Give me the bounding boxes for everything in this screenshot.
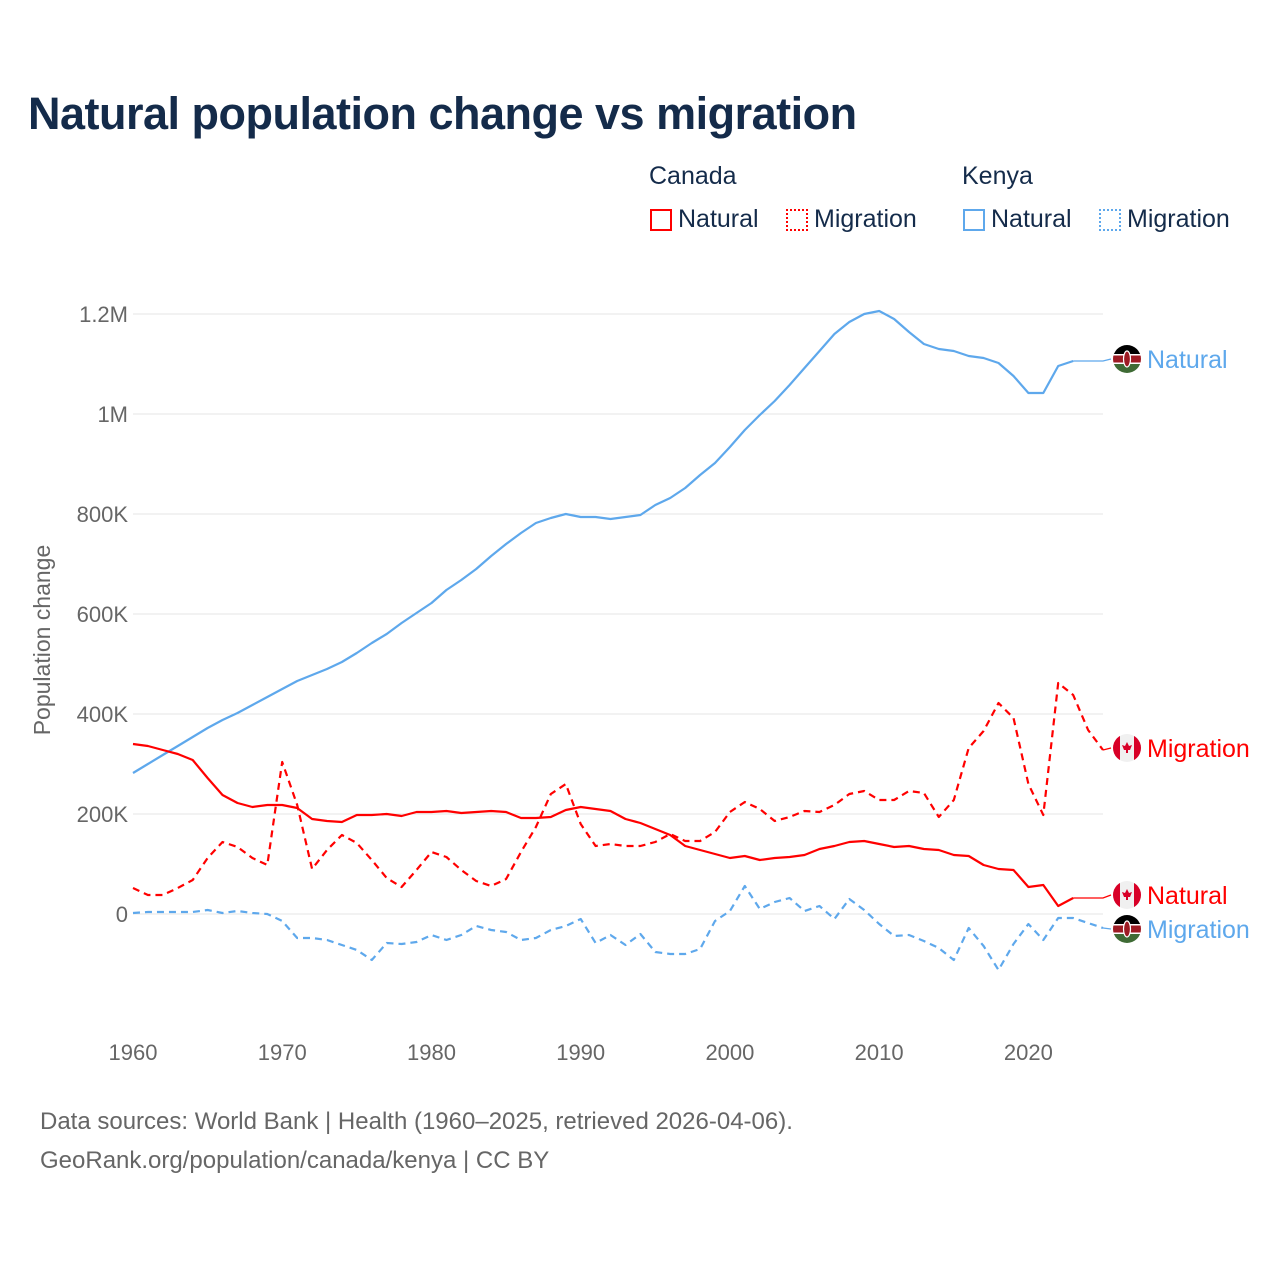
canada-flag-icon	[1113, 881, 1141, 909]
kenya-flag-icon	[1113, 345, 1141, 373]
y-tick-label: 600K	[77, 602, 129, 627]
series-end-label: Natural	[1147, 882, 1228, 910]
legend-swatch-dotted	[1099, 208, 1121, 231]
legend-swatch-solid	[650, 208, 672, 231]
y-tick-label: 400K	[77, 702, 129, 727]
legend-canada-migration[interactable]: Migration	[786, 205, 917, 234]
label-connector	[1073, 358, 1112, 362]
y-tick-label: 0	[116, 902, 128, 927]
legend-label: Migration	[814, 205, 917, 233]
y-tick-label: 200K	[77, 802, 129, 827]
x-tick-label: 1970	[258, 1040, 307, 1065]
label-connector	[1102, 747, 1112, 751]
y-tick-label: 1.2M	[79, 302, 128, 327]
legend-canada-natural[interactable]: Natural	[650, 205, 759, 234]
legend-label: Natural	[991, 205, 1072, 233]
legend-group-canada: Canada	[649, 162, 737, 190]
legend-label: Migration	[1127, 205, 1230, 233]
series-line-kenya-migration[interactable]	[132, 884, 1104, 972]
kenya-flag-icon	[1113, 915, 1141, 943]
legend-label: Natural	[678, 205, 759, 233]
x-tick-label: 2010	[855, 1040, 904, 1065]
legend-group-kenya: Kenya	[962, 162, 1033, 190]
series-end-label: Migration	[1147, 916, 1250, 944]
label-connector	[1102, 927, 1112, 930]
x-tick-label: 1960	[109, 1040, 158, 1065]
legend-swatch-dotted	[786, 208, 808, 231]
x-tick-label: 2000	[705, 1040, 754, 1065]
x-tick-label: 1990	[556, 1040, 605, 1065]
x-tick-label: 1980	[407, 1040, 456, 1065]
series-end-label: Migration	[1147, 735, 1250, 763]
series-end-label: Natural	[1147, 346, 1228, 374]
series-line-canada-natural[interactable]	[132, 742, 1074, 908]
x-tick-label: 2020	[1004, 1040, 1053, 1065]
canada-flag-icon	[1113, 734, 1141, 762]
series-line-canada-migration[interactable]	[132, 681, 1104, 897]
legend-kenya-natural[interactable]: Natural	[963, 205, 1072, 234]
y-axis-label: Population change	[29, 545, 55, 736]
series-line-kenya-natural[interactable]	[132, 309, 1074, 774]
footer-sources: Data sources: World Bank | Health (1960–…	[40, 1108, 793, 1135]
y-tick-label: 800K	[77, 502, 129, 527]
footer-attribution[interactable]: GeoRank.org/population/canada/kenya | CC…	[40, 1147, 550, 1174]
y-tick-label: 1M	[97, 402, 128, 427]
chart-title: Natural population change vs migration	[28, 88, 857, 139]
legend-kenya-migration[interactable]: Migration	[1099, 205, 1230, 234]
legend-swatch-solid	[963, 208, 985, 231]
label-connector	[1073, 894, 1112, 899]
